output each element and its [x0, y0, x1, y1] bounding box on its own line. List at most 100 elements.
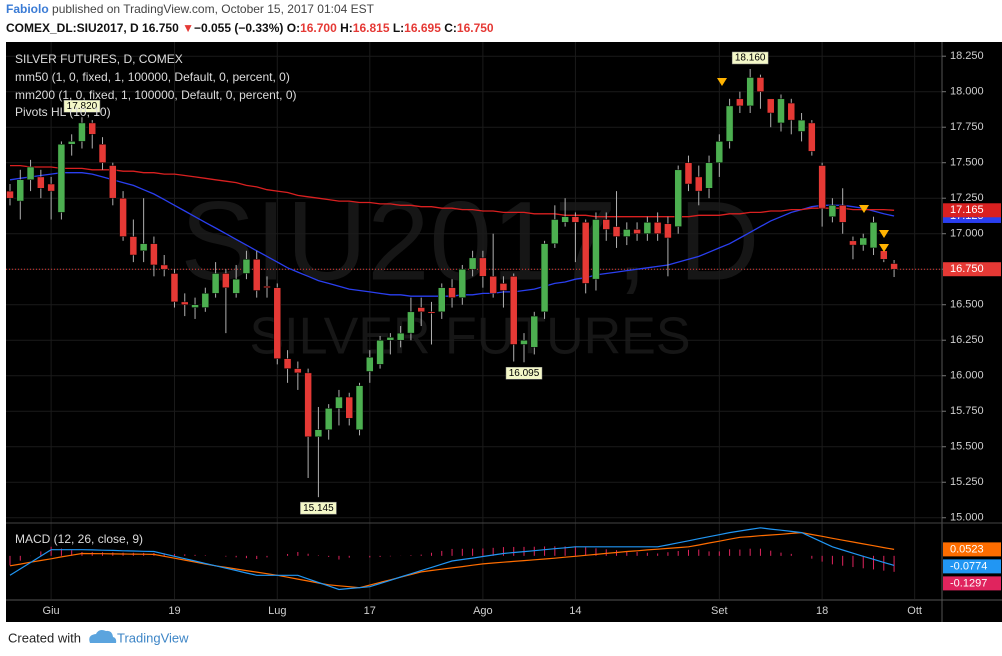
candle-body [828, 205, 837, 217]
candle-body [160, 264, 168, 270]
candle-body [561, 216, 569, 223]
candle-body [787, 102, 796, 121]
macd-line [9, 531, 895, 589]
candle-body [294, 368, 302, 374]
candle-body [376, 339, 384, 365]
chart-bg [6, 42, 1002, 622]
candle-body [448, 287, 456, 298]
y-tick-label: 15.250 [950, 476, 984, 488]
y-tick-label: 17.000 [950, 228, 984, 240]
candle-body [725, 105, 734, 142]
y-tick-label: 17.250 [950, 192, 984, 204]
candle-body [489, 276, 497, 294]
candle-body [438, 287, 446, 313]
candle-body [314, 429, 323, 438]
candle-body [170, 273, 179, 303]
publish-line: Fabiolo published on TradingView.com, Oc… [6, 2, 375, 16]
ohlc-key: H: [340, 21, 353, 35]
x-tick-label: 18 [816, 605, 828, 617]
candle-body [366, 357, 374, 372]
x-tick-label: 19 [168, 605, 180, 617]
symbol: COMEX_DL:SIU2017, D [6, 21, 139, 35]
pivot-label: 18.160 [735, 53, 766, 64]
ma-line [10, 164, 895, 218]
pivot-label: 15.145 [303, 503, 334, 514]
ohlc-value: 16.815 [353, 21, 390, 35]
chart-title: SILVER FUTURES, D, COMEX [15, 52, 183, 66]
candle-body [355, 385, 364, 430]
y-tick-label: 16.500 [950, 299, 984, 311]
pivot-marker [859, 205, 869, 213]
legend-entry: mm200 (1, 0, fixed, 1, 100000, Default, … [15, 88, 297, 102]
candle-body [150, 243, 158, 266]
y-tick-label: 15.000 [950, 512, 984, 524]
candle-body [458, 268, 467, 298]
candle-body [211, 273, 220, 294]
candle-body [98, 143, 107, 163]
candle-body [818, 165, 826, 209]
ohlc-value: 16.695 [404, 21, 441, 35]
y-tick-label: 15.500 [950, 441, 984, 453]
plot: 15.000 15.250 15.500 15.750 16.000 16.250 16.5… [6, 50, 1001, 617]
change: −0.055 (−0.33%) [194, 21, 283, 35]
pivot-label: 17.820 [67, 101, 98, 112]
pivot-label-box [63, 100, 101, 113]
x-tick-label: Giu [43, 605, 60, 617]
price-tag-label: -0.1297 [950, 577, 987, 589]
candle-body [324, 408, 333, 430]
candle-body [37, 176, 45, 189]
ohlc-key: C: [444, 21, 457, 35]
footer-created: Created with [8, 630, 81, 645]
candle-body [530, 315, 539, 348]
change-arrow: ▼ [182, 21, 194, 35]
y-tick-label: 17.750 [950, 121, 984, 133]
candle-body [880, 250, 888, 260]
candle-body [602, 219, 610, 230]
candle-body [643, 222, 652, 234]
price-tag-label: 0.0523 [950, 543, 984, 555]
candle-body [417, 307, 425, 313]
candle-body [746, 77, 754, 107]
candle-body [26, 166, 35, 181]
candle-body [633, 229, 641, 234]
pivot-label-box [300, 501, 337, 515]
candle-body [797, 119, 806, 132]
candle-body [396, 332, 405, 341]
y-tick-label: 18.000 [950, 86, 984, 98]
pivot-label: 16.095 [509, 368, 540, 379]
grid [6, 42, 942, 599]
price-tag [943, 203, 1001, 218]
candle-body [242, 259, 251, 274]
candle-body [592, 219, 600, 280]
price-tag-label: 17.165 [950, 204, 984, 216]
candle-body [129, 236, 138, 256]
candle-body [119, 197, 127, 237]
candle-body [273, 287, 282, 359]
candle-body [479, 257, 487, 277]
footer-brand[interactable]: TradingView [117, 630, 189, 645]
candle-body [345, 396, 353, 419]
candle-body [78, 122, 86, 142]
candle-body [427, 311, 436, 314]
candle-body [283, 358, 292, 369]
candle-body [191, 304, 199, 308]
price-tag [943, 262, 1001, 277]
ohlc-value: 16.700 [300, 21, 337, 35]
candle-body [705, 162, 713, 189]
x-tick-label: Set [711, 605, 728, 617]
candle-body [838, 205, 847, 223]
candle-body [695, 176, 703, 192]
candle-body [263, 286, 271, 288]
candle-body [859, 237, 867, 246]
candle-body [777, 98, 785, 124]
x-tick-label: 17 [364, 605, 376, 617]
pivot-label-box [731, 51, 769, 65]
ohlc-key: O: [287, 21, 300, 35]
candle-body [612, 226, 621, 237]
candle-body [684, 162, 693, 185]
candle-body [6, 190, 14, 199]
candle-body [47, 183, 55, 192]
candle-body [808, 122, 816, 152]
pivot-marker [879, 230, 889, 238]
candle-body [849, 240, 857, 246]
